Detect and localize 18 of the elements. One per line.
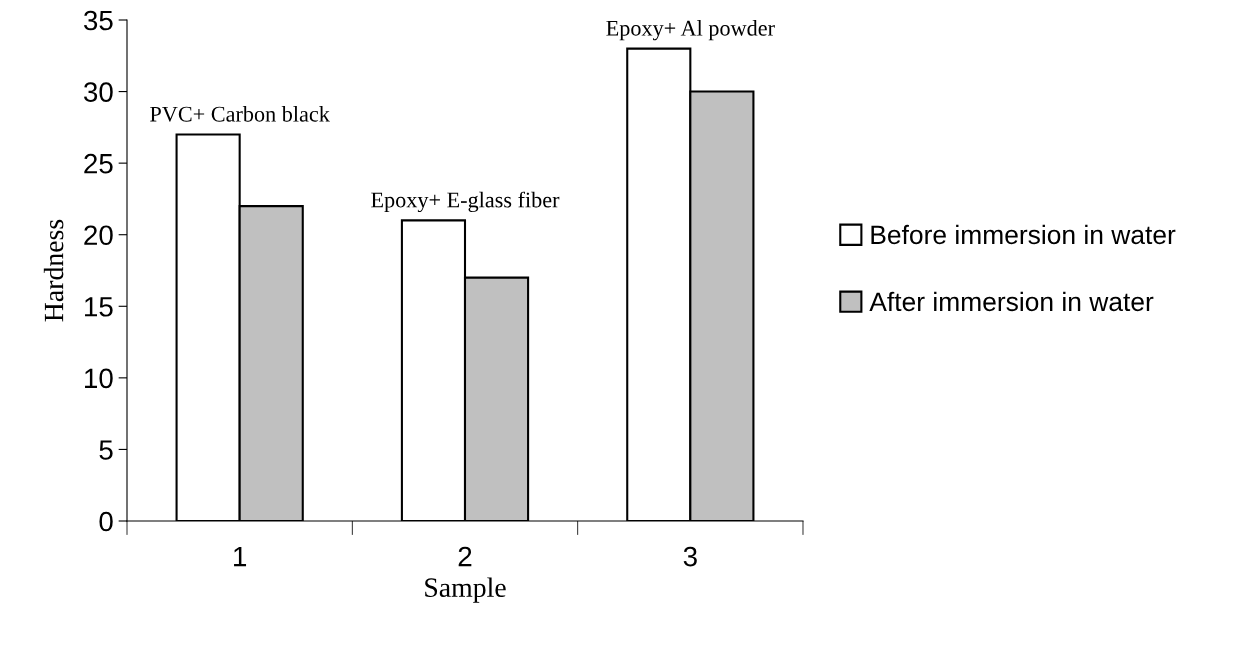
x-tick-label: 1 [234,547,247,567]
annotation: Epoxy+ Al powder [606,20,775,41]
legend-label: Before immersion in water [871,224,1176,245]
x-tick-label: 2 [458,546,472,567]
y-tick-label: 35 [83,10,113,31]
y-tick-label: 5 [99,440,113,460]
annotation: Epoxy+ E-glass fiber [371,191,560,213]
legend-label: After immersion in water [869,291,1154,312]
annotation: PVC+ Carbon black [150,106,330,122]
y-tick-label: 0 [99,511,113,532]
x-axis-title: Sample [425,577,506,603]
y-tick-label: 10 [85,368,113,389]
y-axis-title: Hardness [43,219,64,322]
x-tick-label: 3 [683,546,697,567]
y-tick-label: 30 [83,82,113,102]
y-tick-label: 20 [84,225,113,246]
y-tick-label: 15 [85,297,113,317]
y-tick-label: 25 [84,153,113,174]
